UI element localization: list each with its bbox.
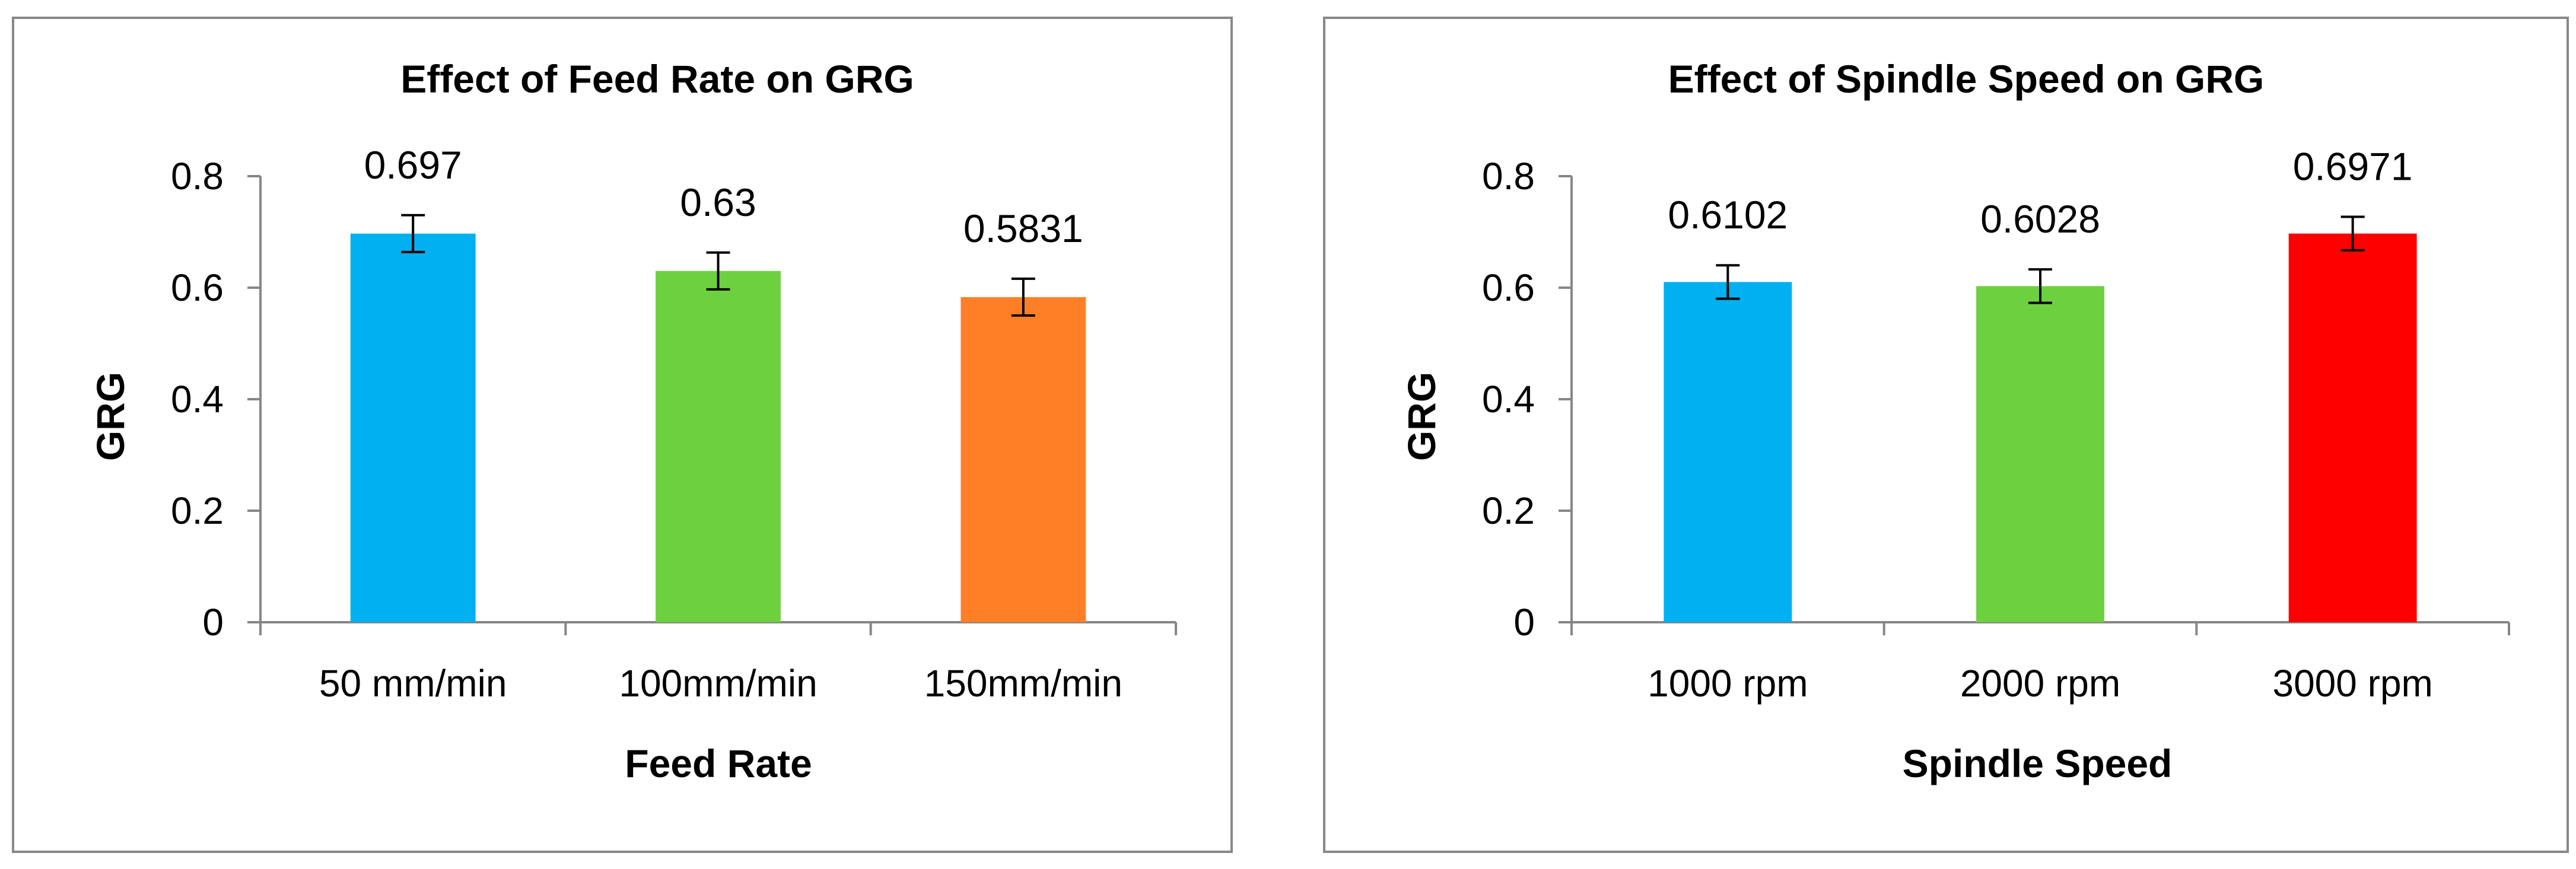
bar: [961, 297, 1086, 622]
y-tick-label: 0: [202, 601, 224, 644]
y-tick-label: 0.2: [171, 489, 224, 532]
data-label: 0.63: [680, 180, 756, 224]
y-tick-label: 0.8: [171, 155, 224, 198]
bar: [1664, 282, 1792, 622]
x-tick-label: 50 mm/min: [319, 662, 507, 705]
chart-title: Effect of Spindle Speed on GRG: [1668, 57, 2265, 101]
spindle-speed-chart: Effect of Spindle Speed on GRG GRG Spind…: [1323, 17, 2569, 853]
y-tick-label: 0.6: [1482, 266, 1535, 309]
data-label: 0.5831: [963, 206, 1083, 250]
bar: [656, 270, 781, 622]
y-tick-label: 0.4: [171, 378, 224, 421]
y-tick-label: 0.8: [1482, 155, 1535, 198]
x-tick-label: 100mm/min: [619, 662, 817, 705]
x-tick-label: 1000 rpm: [1648, 662, 1808, 705]
y-axis-label: GRG: [1400, 372, 1443, 461]
y-tick-label: 0.4: [1482, 378, 1535, 421]
data-label: 0.6102: [1668, 193, 1788, 237]
bar: [350, 233, 476, 622]
y-axis-label: GRG: [88, 372, 132, 461]
feed-rate-chart-svg: Effect of Feed Rate on GRG GRG Feed Rate…: [88, 57, 1177, 785]
x-axis-label: Spindle Speed: [1903, 741, 2173, 785]
x-tick-label: 150mm/min: [924, 662, 1122, 705]
y-tick-label: 0.6: [171, 266, 224, 309]
x-tick-label: 2000 rpm: [1960, 662, 2120, 705]
chart-title: Effect of Feed Rate on GRG: [400, 57, 914, 101]
data-label: 0.6971: [2293, 145, 2413, 189]
spindle-speed-chart-svg: Effect of Spindle Speed on GRG GRG Spind…: [1400, 57, 2510, 785]
y-tick-label: 0: [1513, 601, 1535, 644]
bar: [1976, 286, 2104, 622]
x-axis-label: Feed Rate: [625, 741, 812, 785]
data-label: 0.6028: [1980, 197, 2100, 241]
data-label: 0.697: [364, 143, 462, 187]
bar: [2288, 233, 2417, 622]
y-tick-label: 0.2: [1482, 489, 1535, 532]
feed-rate-chart: Effect of Feed Rate on GRG GRG Feed Rate…: [12, 17, 1233, 853]
x-tick-label: 3000 rpm: [2272, 662, 2432, 705]
